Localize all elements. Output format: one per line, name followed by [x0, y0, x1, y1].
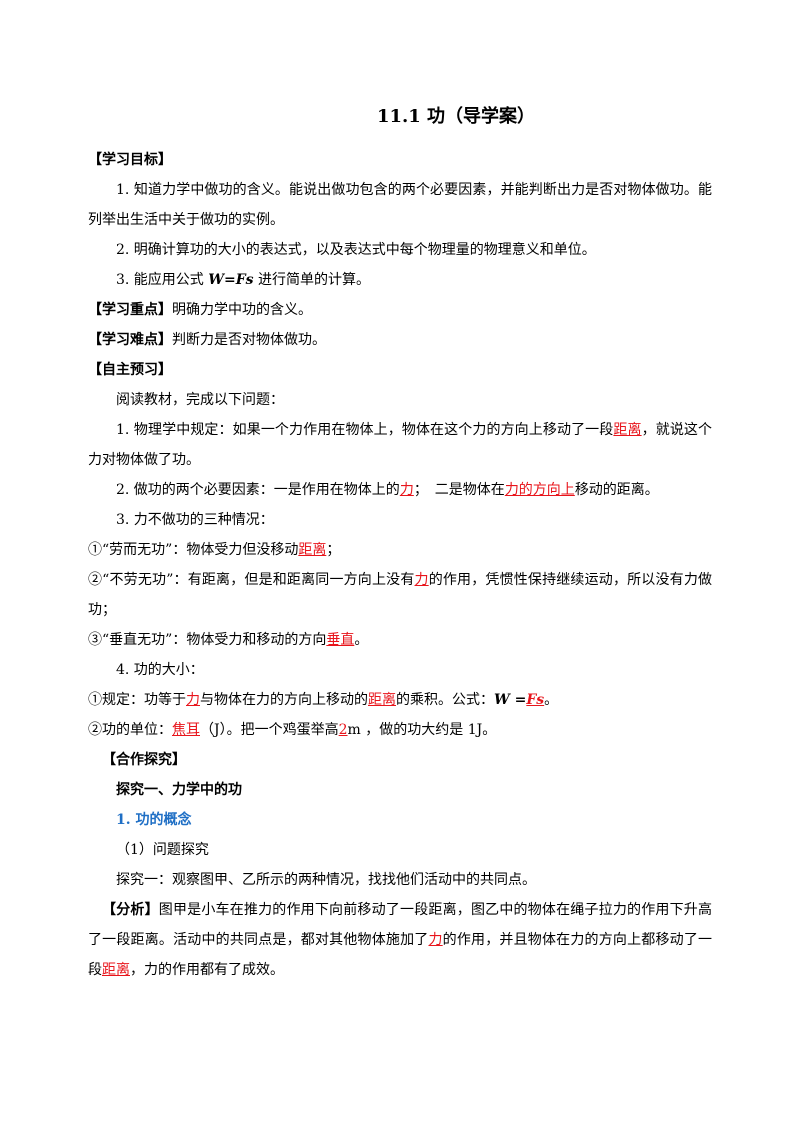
paragraph: 1. 知道力学中做功的含义。能说出做功包含的两个必要因素，并能判断出力是否对物体…	[88, 175, 712, 235]
answer: 焦耳	[172, 722, 200, 738]
text: 与物体在力的方向上移动的	[200, 692, 368, 708]
text: 2. 做功的两个必要因素：一是作用在物体上的	[116, 482, 400, 498]
text: 移动的距离。	[574, 482, 659, 498]
title: 11.1 功（导学案）	[376, 106, 536, 127]
paragraph: 2. 做功的两个必要因素：一是作用在物体上的力； 二是物体在力的方向上移动的距离…	[88, 475, 712, 505]
text: （1）问题探究	[116, 842, 209, 858]
answer: Fs	[526, 692, 545, 708]
subheading: 1. 功的概念	[88, 805, 712, 835]
text: 【学习目标】	[88, 152, 172, 168]
text: ①规定：功等于	[88, 692, 186, 708]
content: 【学习目标】 1. 知道力学中做功的含义。能说出做功包含的两个必要因素，并能判断…	[88, 145, 712, 985]
label: 【学习重点】	[88, 302, 172, 318]
paragraph: ①规定：功等于力与物体在力的方向上移动的距离的乘积。公式：W =Fs。	[88, 685, 712, 715]
text: 【合作探究】	[102, 752, 186, 768]
answer: 距离	[613, 422, 642, 438]
answer: 垂直	[326, 632, 355, 648]
text: 【自主预习】	[88, 362, 172, 378]
text: 。	[354, 632, 369, 648]
text: ②“不劳无功”：有距离，但是和距离同一方向上没有	[88, 572, 415, 588]
heading: 【学习目标】	[88, 145, 712, 175]
text: 1. 物理学中规定：如果一个力作用在物体上，物体在这个力的方向上移动了一段	[116, 422, 614, 438]
text: ①“劳而无功”：物体受力但没移动	[88, 542, 299, 558]
text: ③“垂直无功”：物体受力和移动的方向	[88, 632, 327, 648]
answer: 距离	[298, 542, 327, 558]
text: 探究一、力学中的功	[116, 782, 242, 798]
text: 图甲是小车在推力的作用下向前移动了一段距离，图乙中的物体在绳子拉力的作用下升高了…	[88, 902, 713, 948]
text: ； 二是物体在	[413, 482, 505, 498]
paragraph: ③“垂直无功”：物体受力和移动的方向垂直。	[88, 625, 712, 655]
label: 【学习难点】	[88, 332, 172, 348]
answer: 距离	[102, 962, 130, 978]
paragraph: 【学习难点】判断力是否对物体做功。	[88, 325, 712, 355]
paragraph: 3. 力不做功的三种情况：	[88, 505, 712, 535]
answer: 2	[338, 722, 348, 738]
text: 明确力学中功的含义。	[172, 302, 312, 318]
text: m ，做的功大约是 1J。	[347, 722, 497, 738]
answer: 力	[399, 482, 414, 498]
formula: W=Fs	[208, 272, 254, 288]
text: 3. 能应用公式	[116, 272, 209, 288]
answer: 力	[186, 692, 200, 708]
text: 探究一：观察图甲、乙所示的两种情况，找找他们活动中的共同点。	[116, 872, 536, 888]
answer: 力	[414, 572, 429, 588]
paragraph: ②功的单位：焦耳（J）。把一个鸡蛋举高2m ，做的功大约是 1J。	[88, 715, 712, 745]
heading: 探究一、力学中的功	[88, 775, 712, 805]
text: ，就说这个力对物体做了功。	[88, 422, 713, 468]
paragraph: ②“不劳无功”：有距离，但是和距离同一方向上没有力的作用，凭惯性保持继续运动，所…	[88, 565, 712, 625]
paragraph: （1）问题探究	[88, 835, 712, 865]
paragraph: 4. 功的大小：	[88, 655, 712, 685]
paragraph: 1. 物理学中规定：如果一个力作用在物体上，物体在这个力的方向上移动了一段距离，…	[88, 415, 712, 475]
formula: W =	[494, 692, 527, 708]
text: 。	[544, 692, 559, 708]
heading: 【合作探究】	[88, 745, 712, 775]
paragraph: 3. 能应用公式 W=Fs 进行简单的计算。	[88, 265, 712, 295]
text: 的作用，凭惯性保持继续运动，所以没有力做功；	[88, 572, 712, 618]
paragraph: 2. 明确计算功的大小的表达式，以及表达式中每个物理量的物理意义和单位。	[88, 235, 712, 265]
text: 4. 功的大小：	[116, 662, 204, 678]
text: 2. 明确计算功的大小的表达式，以及表达式中每个物理量的物理意义和单位。	[116, 242, 596, 258]
paragraph: ①“劳而无功”：物体受力但没移动距离；	[88, 535, 712, 565]
text: ，力的作用都有了成效。	[130, 962, 284, 978]
paragraph: 【学习重点】明确力学中功的含义。	[88, 295, 712, 325]
heading: 【自主预习】	[88, 355, 712, 385]
text: 1. 功的概念	[116, 812, 192, 828]
text: 的作用，并且物体在力的方向上都移动了一段	[88, 932, 713, 978]
text: 判断力是否对物体做功。	[172, 332, 326, 348]
text: ②功的单位：	[88, 722, 172, 738]
text: ；	[326, 542, 341, 558]
label: 【分析】	[102, 902, 159, 918]
text: 的乘积。公式：	[396, 692, 494, 708]
text: （J）。把一个鸡蛋举高	[200, 722, 339, 738]
answer: 力的方向上	[504, 482, 575, 498]
text: 1. 知道力学中做功的含义。能说出做功包含的两个必要因素，并能判断出力是否对物体…	[88, 182, 712, 228]
paragraph: 【分析】图甲是小车在推力的作用下向前移动了一段距离，图乙中的物体在绳子拉力的作用…	[88, 895, 712, 985]
answer: 距离	[368, 692, 396, 708]
paragraph: 探究一：观察图甲、乙所示的两种情况，找找他们活动中的共同点。	[88, 865, 712, 895]
paragraph: 阅读教材，完成以下问题：	[88, 385, 712, 415]
text: 阅读教材，完成以下问题：	[116, 392, 284, 408]
text: 进行简单的计算。	[253, 272, 370, 288]
answer: 力	[428, 932, 443, 948]
text: 3. 力不做功的三种情况：	[116, 512, 274, 528]
